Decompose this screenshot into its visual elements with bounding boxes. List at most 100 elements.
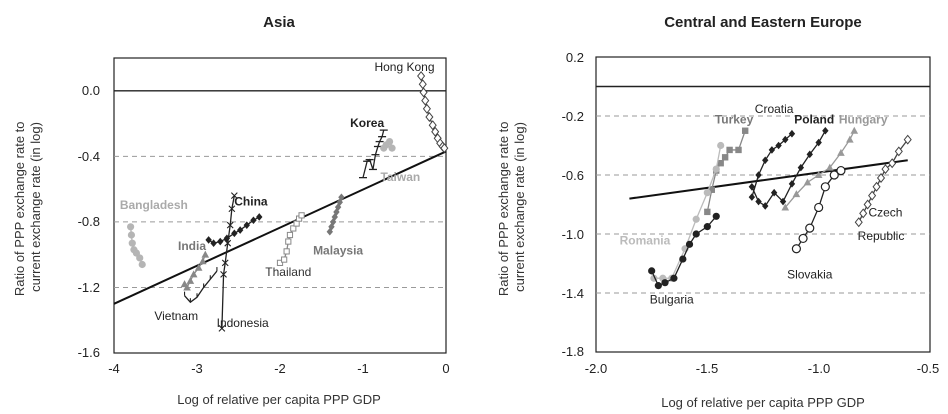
croatia-point [748, 193, 756, 201]
china-point [217, 237, 224, 246]
bangladesh-point [127, 223, 135, 231]
label-hungary: Hungary [839, 112, 888, 126]
croatia-line [751, 133, 793, 198]
bulgaria-point [692, 230, 700, 238]
plot-frame-asia [113, 57, 447, 354]
croatia-point [782, 135, 789, 144]
thailand-point [286, 231, 294, 239]
hungary-point [826, 163, 834, 171]
y-axis-label-line2: current exchange rate (in log) [28, 122, 43, 292]
x-tick-label: -2.0 [585, 361, 607, 376]
x-tick-label: -4 [108, 361, 120, 376]
label-czech: Czech [868, 205, 902, 219]
czech-republic-point [872, 181, 881, 192]
china-point [205, 236, 212, 244]
indonesia-point [230, 192, 238, 200]
x-tick-label: -0.5 [917, 361, 939, 376]
czech-republic-line [858, 139, 909, 223]
poland-point [822, 126, 829, 135]
series-cee [648, 126, 912, 290]
hungary-point [850, 126, 859, 134]
label-malaysia: Malaysia [313, 244, 363, 258]
slovakia-point [820, 182, 830, 192]
y-tick-label: -1.0 [562, 227, 584, 242]
series-slovakia [791, 165, 846, 254]
series-asia [127, 71, 449, 332]
hong-kong-point [422, 103, 431, 114]
turkey-point [726, 146, 733, 154]
czech-republic-point [881, 164, 890, 175]
y-axis-label-line1: Ratio of PPP exchange rate to [496, 121, 511, 296]
bangladesh-point [138, 260, 146, 269]
label-indonesia: Indonesia [217, 316, 269, 330]
bulgaria-point [670, 274, 678, 282]
thailand-point [290, 225, 297, 232]
trend-line-asia [113, 150, 447, 305]
czech-republic-point [903, 134, 912, 145]
slovakia-point [836, 165, 846, 176]
poland-point [797, 163, 805, 172]
vietnam-line [184, 270, 218, 304]
india-point [186, 276, 195, 284]
series-indonesia [218, 192, 238, 332]
series-turkey [704, 127, 749, 216]
bangladesh-point [127, 231, 136, 239]
y-tick-label: -1.4 [562, 286, 584, 301]
y-tick-label: -1.6 [78, 345, 100, 360]
poland-point [806, 150, 813, 159]
poland-point [762, 202, 769, 210]
malaysia-point [326, 227, 333, 236]
croatia-point [788, 129, 796, 138]
thailand-point [298, 212, 305, 219]
turkey-point [721, 154, 729, 161]
x-axis-label-asia: Log of relative per capita PPP GDP [177, 392, 381, 407]
poland-line [751, 130, 826, 207]
malaysia-point [331, 213, 338, 221]
label-turkey: Turkey [715, 112, 754, 126]
czech-republic-point [894, 146, 903, 157]
hungary-point [792, 190, 801, 198]
slovakia-point [805, 223, 815, 233]
panel-title-cee: Central and Eastern Europe [664, 14, 862, 31]
hong-kong-point [425, 112, 434, 122]
czech-republic-point [854, 217, 863, 228]
romania-point [692, 215, 700, 223]
czech-republic-point [888, 158, 897, 169]
czech-republic-point [859, 208, 868, 219]
series-china [205, 213, 263, 247]
poland-point [770, 188, 778, 197]
malaysia-point [328, 223, 335, 231]
czech-republic-point [876, 172, 886, 183]
x-tick-label: -1 [357, 361, 369, 376]
turkey-point [735, 146, 742, 154]
label-croatia: Croatia [755, 102, 794, 116]
y-tick-label: -0.4 [78, 149, 100, 164]
y-axis-label-asia: Ratio of PPP exchange rate to current ex… [12, 118, 43, 296]
bulgaria-point [703, 223, 711, 231]
hungary-point [837, 148, 845, 156]
bulgaria-point [654, 282, 662, 290]
indonesia-point [228, 205, 236, 213]
taiwan-point [388, 144, 396, 152]
india-point [189, 270, 198, 278]
trend-line-cee [629, 159, 908, 200]
india-point [194, 263, 203, 271]
hong-kong-point [417, 71, 426, 82]
y-tick-label: -0.8 [78, 214, 100, 229]
china-point [243, 221, 250, 229]
turkey-point [704, 208, 711, 216]
series-india [180, 250, 210, 291]
label-romania: Romania [620, 233, 671, 247]
hungary-point [803, 178, 812, 186]
series-poland [748, 126, 829, 210]
malaysia-point [338, 193, 345, 202]
indonesia-point [220, 270, 227, 278]
label-taiwan: Taiwan [380, 170, 420, 184]
bulgaria-point [661, 279, 669, 287]
y-axis-label-line2: current exchange rate (in log) [512, 122, 527, 292]
y-tick-label: -1.2 [78, 280, 100, 295]
hong-kong-point [428, 120, 437, 131]
india-point [199, 257, 207, 265]
series-bangladesh [127, 223, 146, 269]
